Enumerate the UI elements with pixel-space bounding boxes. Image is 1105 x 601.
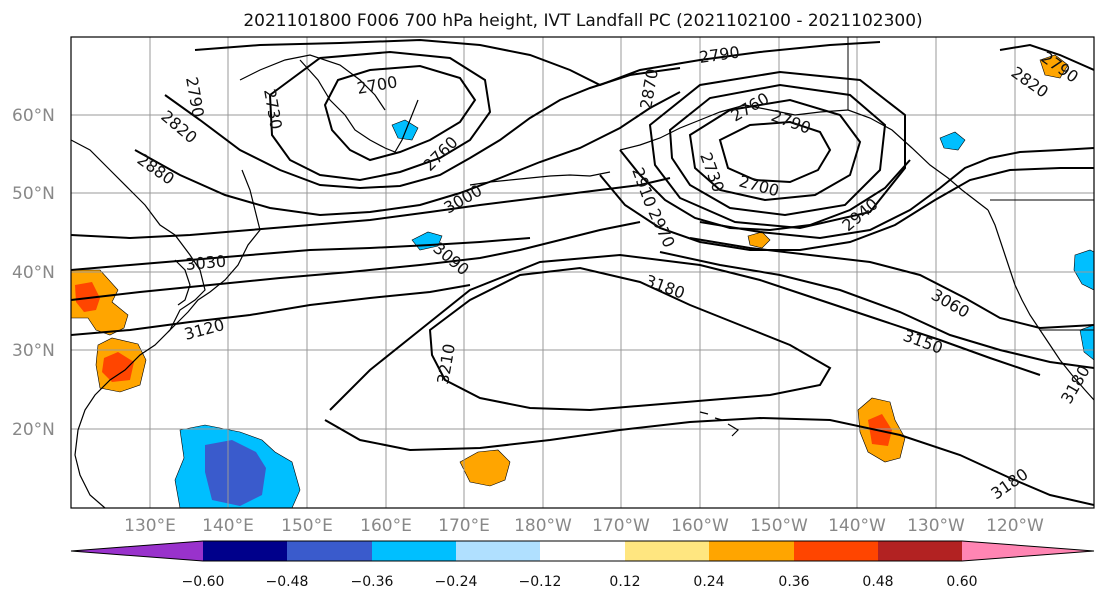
coast-siberia-north xyxy=(239,54,386,111)
coast-kamchatka xyxy=(299,59,419,153)
coast-north-america-west xyxy=(987,209,1094,401)
contour-2730-east xyxy=(688,98,862,202)
lon-label: 120°W xyxy=(986,516,1044,536)
contour-2910 xyxy=(619,149,911,232)
colorbar-cell xyxy=(709,541,794,561)
contour-2940 xyxy=(699,147,1094,240)
colorbar-tick-label: 0.48 xyxy=(862,574,893,590)
coast-alaska-panhandle xyxy=(847,109,989,211)
contour-2760-east xyxy=(668,83,887,217)
contour-3120 xyxy=(71,284,471,336)
shade-northeast-orange xyxy=(1039,54,1069,79)
colorbar-tick-label: −0.48 xyxy=(266,574,309,590)
colorbar-tick-label: 0.36 xyxy=(778,574,809,590)
lon-label: 170°E xyxy=(438,516,490,536)
colorbar-cells xyxy=(70,540,1095,562)
colorbar-tick-label: 0.12 xyxy=(609,574,640,590)
colorbar-outline xyxy=(70,540,1095,562)
contour-2820-ne xyxy=(999,43,1094,71)
colorbar-cell xyxy=(794,541,878,561)
shade-california-blue xyxy=(1079,324,1094,361)
lon-label: 160°W xyxy=(671,516,729,536)
contour-3030 xyxy=(71,237,531,271)
coast-korea xyxy=(174,259,191,306)
contour-2820 xyxy=(164,67,681,190)
height-contours xyxy=(71,38,1094,506)
coast-alaska-peninsula xyxy=(619,104,849,151)
lon-label: 140°E xyxy=(202,516,254,536)
coast-aleutians xyxy=(469,171,611,186)
plot-frame xyxy=(70,36,1095,509)
colorbar-cell xyxy=(287,541,372,561)
lon-label: 130°E xyxy=(124,516,176,536)
lat-label: 20°N xyxy=(12,420,55,440)
shade-hawaii-east-orange xyxy=(459,449,511,487)
shade-asia-coast-red xyxy=(75,282,100,312)
coastlines xyxy=(71,37,1094,508)
colorbar-tick-label: −0.12 xyxy=(519,574,562,590)
contour-2790-north xyxy=(194,38,881,87)
contour-3090 xyxy=(71,221,641,301)
coast-asia-mainland xyxy=(71,139,206,508)
contour-2880 xyxy=(134,91,681,217)
colorbar-tick-label: −0.36 xyxy=(351,574,394,590)
contour-label: 3030 xyxy=(185,252,227,274)
lon-axis: 130°E 140°E 150°E 160°E 170°E 180°W 170°… xyxy=(124,516,1044,536)
colorbar-cell xyxy=(878,541,962,561)
colorbar-tick-label: 0.24 xyxy=(693,574,724,590)
coast-japan xyxy=(167,169,261,333)
shade-pacific-southwest-blue xyxy=(205,440,266,506)
contour-2700-west xyxy=(323,64,477,162)
lon-label: 140°W xyxy=(828,516,886,536)
colorbar-cell xyxy=(540,541,625,561)
contour-3150 xyxy=(659,251,1094,369)
lon-label: 170°W xyxy=(592,516,650,536)
colorbar-cell xyxy=(456,541,540,561)
colorbar-tick-label: −0.24 xyxy=(435,574,478,590)
colorbar-cell xyxy=(962,541,1094,561)
contour-3210 xyxy=(428,266,832,412)
lat-label: 30°N xyxy=(12,341,55,361)
colorbar-cell xyxy=(203,541,287,561)
contour-3000 xyxy=(71,177,671,240)
colorbar-ticks: −0.60 −0.48 −0.36 −0.24 −0.12 0.12 0.24 … xyxy=(182,574,978,590)
contour-2970 xyxy=(599,167,1094,251)
lat-label: 60°N xyxy=(12,106,55,126)
lat-axis: 60°N 50°N 40°N 30°N 20°N xyxy=(12,106,55,440)
shade-kamchatka-blue xyxy=(391,119,419,141)
contour-2790-east xyxy=(648,70,906,230)
lat-label: 40°N xyxy=(12,263,55,283)
colorbar-cell xyxy=(71,541,203,561)
lon-label: 160°E xyxy=(360,516,412,536)
contour-3180-south xyxy=(324,416,1094,506)
shade-asia-south-red xyxy=(102,352,134,382)
contour-2700-east xyxy=(718,120,832,184)
lon-label: 150°E xyxy=(281,516,333,536)
colorbar-tick-label: 0.60 xyxy=(946,574,977,590)
figure-title: 2021101800 F006 700 hPa height, IVT Land… xyxy=(243,11,922,31)
lon-label: 150°W xyxy=(750,516,808,536)
shade-pnw-blue xyxy=(1073,249,1094,291)
contour-2730-west xyxy=(268,50,492,182)
colorbar: −0.60 −0.48 −0.36 −0.24 −0.12 0.12 0.24 … xyxy=(70,540,1095,590)
lat-label: 50°N xyxy=(12,184,55,204)
shade-alaska-blue xyxy=(939,131,966,151)
lon-label: 130°W xyxy=(907,516,965,536)
contour-3180-outer xyxy=(329,253,1041,411)
colorbar-tick-label: −0.60 xyxy=(182,574,225,590)
colorbar-cell xyxy=(372,541,456,561)
lon-label: 180°W xyxy=(514,516,572,536)
colorbar-cell xyxy=(625,541,709,561)
